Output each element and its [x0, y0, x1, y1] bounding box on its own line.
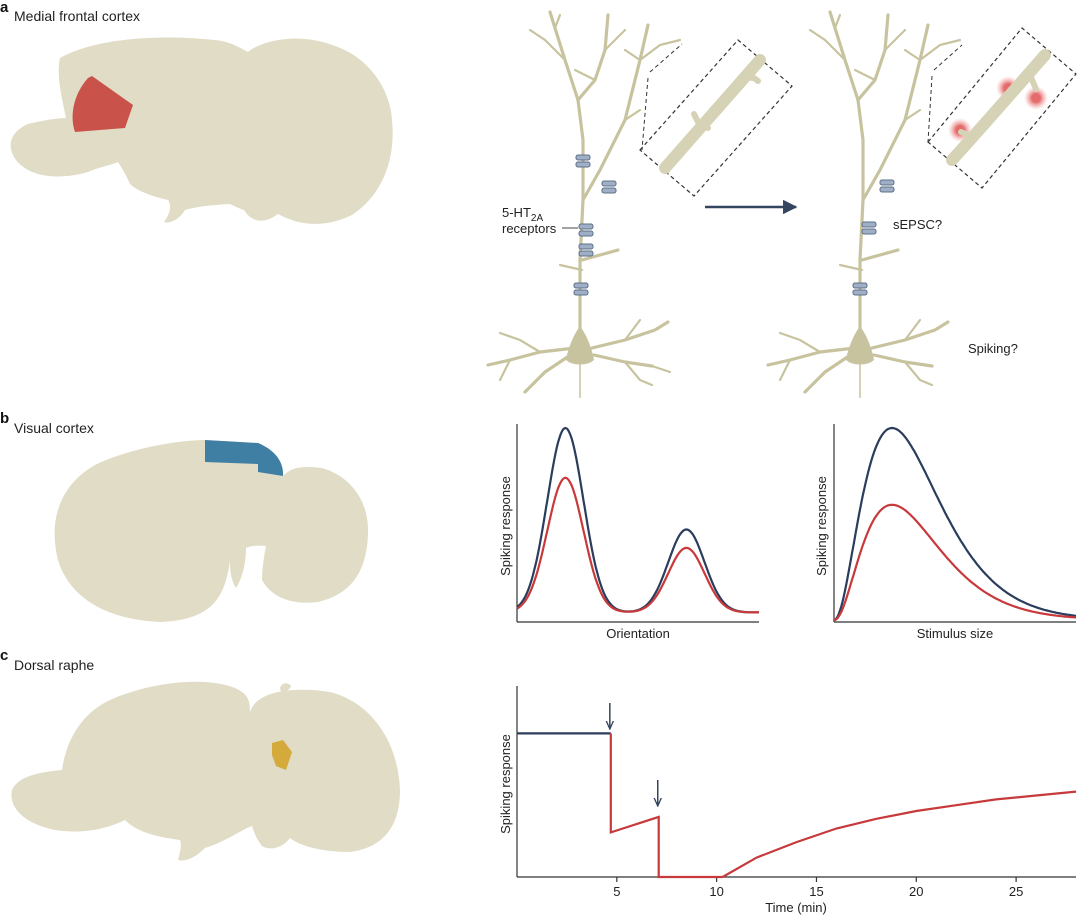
- brain-sagittal-a: [10, 37, 393, 224]
- x-axis-title: Orientation: [606, 626, 670, 641]
- size-tuning-chart: Stimulus size Spiking response: [814, 424, 1077, 641]
- brain-sagittal-c: [11, 681, 401, 861]
- time-course-chart: 5 10 15 20 25 Time (min) Spiking response: [498, 686, 1077, 915]
- receptor-icon: [573, 282, 589, 296]
- receptor-icon: [578, 243, 594, 257]
- size-series-drug: [833, 503, 1077, 622]
- x-axis-title: Time (min): [765, 900, 827, 915]
- y-axis-title: Spiking response: [498, 476, 513, 576]
- panel-c-region-label: Dorsal raphe: [14, 657, 94, 673]
- x-tick-label: 20: [909, 884, 923, 899]
- dendrite-zoom-inset-before: [639, 39, 793, 197]
- dorsal-raphe-region: [272, 740, 292, 770]
- spiking-label: Spiking?: [968, 341, 1018, 356]
- y-axis-title: Spiking response: [814, 476, 829, 576]
- panel-a-letter: a: [0, 0, 9, 16]
- orientation-series-baseline: [516, 426, 759, 614]
- receptor-icon: [861, 221, 877, 235]
- x-axis-title: Stimulus size: [917, 626, 994, 641]
- time-series-drug: [609, 733, 1077, 879]
- sepsc-label: sEPSC?: [893, 217, 942, 232]
- x-tick-label: 25: [1009, 884, 1023, 899]
- medial-frontal-cortex-region: [72, 76, 133, 132]
- panel-a-region-label: Medial frontal cortex: [14, 8, 140, 24]
- receptor-label-line2: receptors: [502, 221, 557, 236]
- receptor-icon: [601, 180, 617, 194]
- receptor-icon: [575, 154, 591, 168]
- receptor-label: 5-HT2A: [502, 205, 543, 224]
- panel-b-region-label: Visual cortex: [14, 420, 94, 436]
- panel-c-letter: c: [0, 647, 8, 664]
- neuron-before: [486, 10, 682, 398]
- orientation-tuning-chart: Orientation Spiking response: [498, 424, 759, 641]
- receptor-icon: [852, 282, 868, 296]
- visual-cortex-region: [205, 440, 284, 476]
- neuron-after: [766, 10, 962, 398]
- orientation-series-drug: [516, 476, 759, 614]
- panel-b-letter: b: [0, 410, 9, 427]
- receptor-icon: [879, 179, 895, 193]
- x-tick-label: 15: [809, 884, 823, 899]
- size-series-baseline: [833, 426, 1077, 622]
- y-axis-title: Spiking response: [498, 734, 513, 834]
- dendrite-zoom-inset-after: [927, 27, 1077, 189]
- brain-sagittal-b: [54, 440, 368, 622]
- x-tick-label: 5: [613, 884, 620, 899]
- x-tick-label: 10: [709, 884, 723, 899]
- receptor-icon: [578, 223, 594, 237]
